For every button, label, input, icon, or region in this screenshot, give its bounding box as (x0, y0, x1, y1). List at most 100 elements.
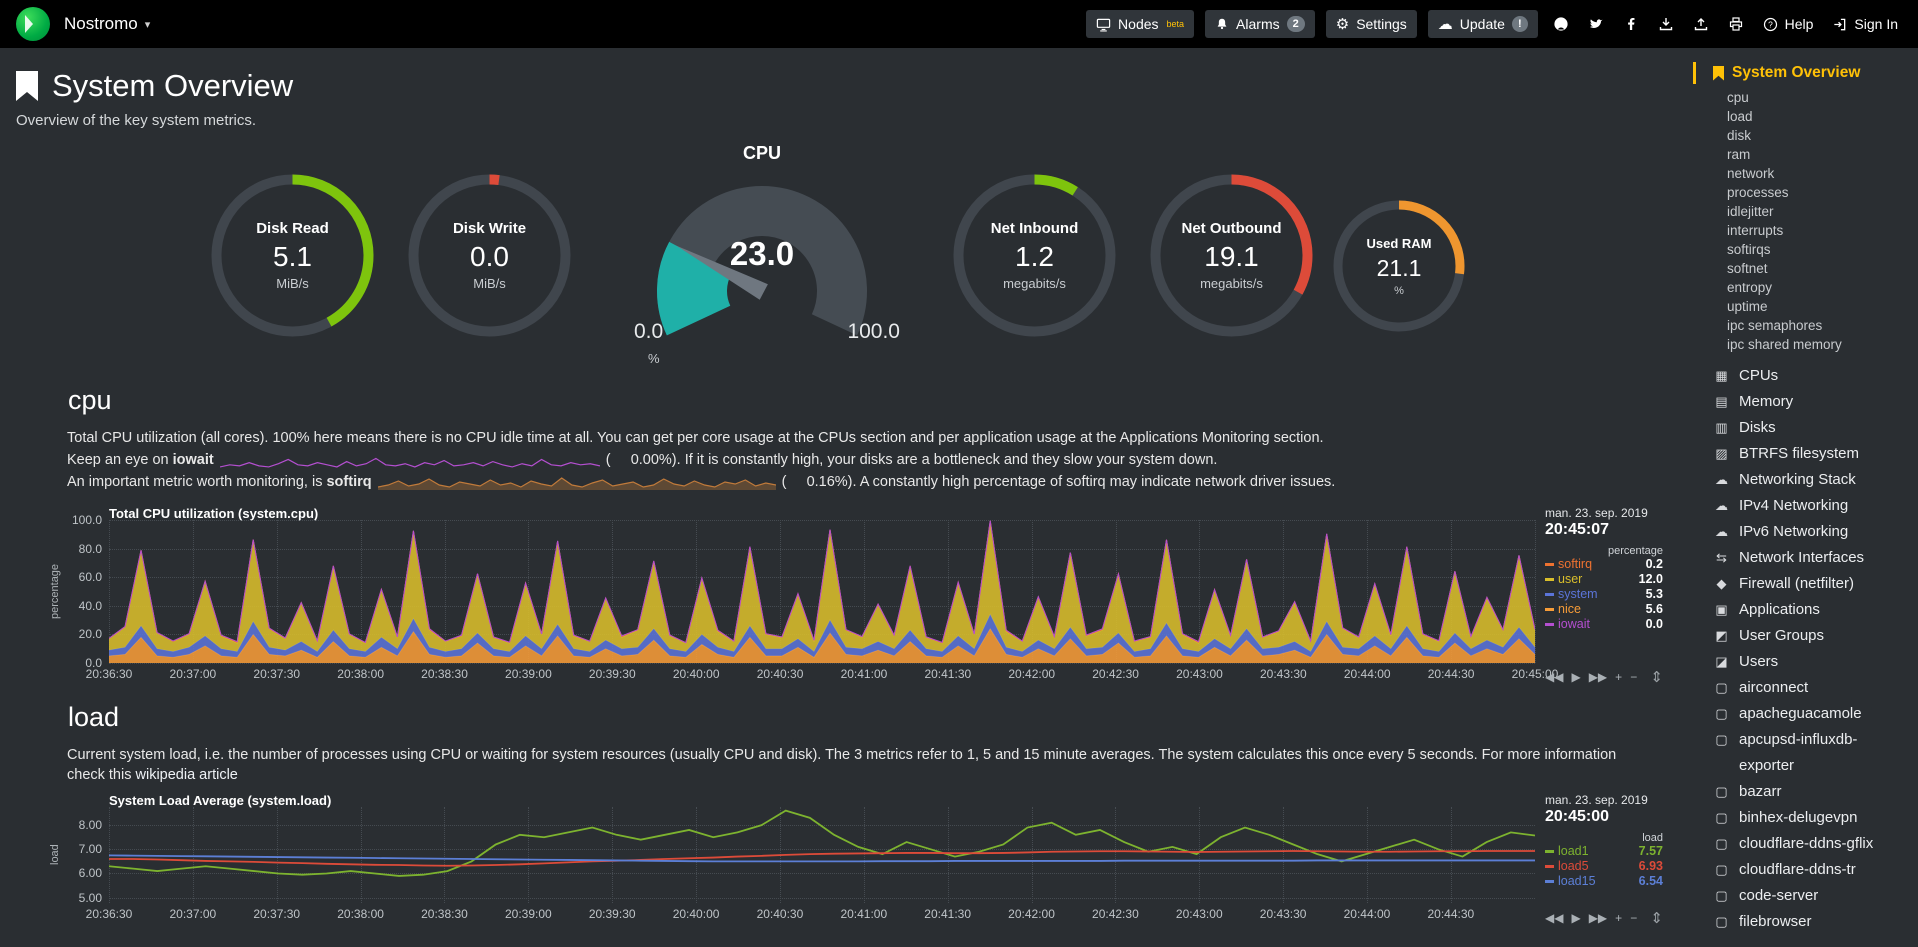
load-chart-canvas[interactable] (109, 807, 1535, 903)
gridline (192, 520, 194, 663)
disk-read-gauge[interactable]: Disk Read 5.1 MiB/s (200, 173, 385, 338)
cloud-download-icon: ☁ (1437, 15, 1453, 33)
resize-handle-icon[interactable]: ⇕ (1650, 910, 1663, 927)
sidebar-item[interactable]: ▤ Memory (1693, 389, 1918, 415)
cpu-chart-plot[interactable]: 20:36:30 20:37:00 20:37:30 20:38:00 20:38:30… (86, 520, 1558, 681)
signin-button[interactable]: Sign In (1828, 10, 1902, 38)
sidebar-subitem[interactable]: disk (1727, 128, 1752, 143)
sidebar-subitem[interactable]: load (1727, 109, 1753, 124)
top-navbar: Nostromo ▾ Nodes beta Alarms 2 ⚙ Settings… (0, 0, 1918, 48)
play-button[interactable]: ▶ (1571, 911, 1581, 925)
legend-entry[interactable]: system 5.3 (1545, 587, 1663, 602)
load-chart-plot[interactable]: 20:36:30 20:37:00 20:37:30 20:38:00 20:38:30… (86, 807, 1535, 921)
sidebar-item-system-overview[interactable]: System Overview (1693, 62, 1918, 84)
import-button[interactable] (1654, 11, 1678, 37)
sidebar-item[interactable]: ▢ apcupsd-influxdb-exporter (1693, 727, 1918, 779)
zoom-out-button[interactable]: − (1630, 911, 1638, 925)
sidebar-item-icon: ▦ (1715, 368, 1728, 383)
download-icon (1658, 16, 1674, 32)
load-chart-xaxis: 20:36:30 20:37:00 20:37:30 20:38:00 20:38:30… (86, 903, 1535, 921)
sidebar-item[interactable]: ◩ User Groups (1693, 623, 1918, 649)
wikipedia-link[interactable]: wikipedia article (135, 767, 238, 783)
play-button[interactable]: ▶ (1571, 670, 1581, 684)
legend-units-header: load (1642, 832, 1663, 844)
sidebar-subitem[interactable]: network (1727, 166, 1775, 181)
gauge-title: Net Inbound (990, 219, 1079, 237)
net-outbound-gauge[interactable]: Net Outbound 19.1 megabits/s (1139, 173, 1324, 338)
legend-entries: softirq 0.2 user 12.0 system 5.3 (1545, 557, 1663, 632)
print-button[interactable] (1724, 11, 1748, 37)
export-button[interactable] (1689, 11, 1713, 37)
sidebar-subitem[interactable]: ram (1727, 147, 1751, 162)
sidebar-item[interactable]: ▢ code-server (1693, 883, 1918, 909)
legend-entry[interactable]: load1 7.57 (1545, 844, 1663, 859)
net-inbound-gauge[interactable]: Net Inbound 1.2 megabits/s (942, 173, 1127, 338)
sidebar-subitem[interactable]: entropy (1727, 280, 1773, 295)
sidebar-item[interactable]: ◆ Firewall (netfilter) (1693, 571, 1918, 597)
legend-entry[interactable]: nice 5.6 (1545, 602, 1663, 617)
sidebar-item[interactable]: ▢ cloudflare-ddns-tr (1693, 857, 1918, 883)
sidebar-item[interactable]: ▥ Disks (1693, 415, 1918, 441)
cpu-chart-canvas[interactable] (109, 520, 1535, 663)
legend-entry[interactable]: user 12.0 (1545, 572, 1663, 587)
resize-handle-icon[interactable]: ⇕ (1650, 669, 1663, 686)
sidebar-item[interactable]: ☁ IPv6 Networking (1693, 519, 1918, 545)
zoom-out-button[interactable]: − (1630, 670, 1638, 684)
sidebar-item[interactable]: ☁ IPv4 Networking (1693, 493, 1918, 519)
sidebar-subitem[interactable]: softirqs (1727, 242, 1771, 257)
zoom-in-button[interactable]: + (1615, 670, 1623, 684)
used-ram-gauge[interactable]: Used RAM 21.1 % (1324, 199, 1474, 333)
cpu-gauge[interactable]: CPU 23.0 0.0 100.0 % (622, 143, 902, 368)
pan-backward-button[interactable]: ◀◀ (1545, 670, 1564, 684)
softirq-spark-fill (377, 478, 776, 490)
printer-icon (1728, 16, 1744, 32)
legend-entry[interactable]: load5 6.93 (1545, 859, 1663, 874)
sidebar-item[interactable]: ▦ CPUs (1693, 363, 1918, 389)
netdata-logo[interactable] (16, 7, 50, 41)
gridline (109, 520, 110, 663)
sidebar-item[interactable]: ▢ apacheguacamole (1693, 701, 1918, 727)
sidebar-item[interactable]: ▣ Applications (1693, 597, 1918, 623)
update-button[interactable]: ☁ Update ! (1427, 10, 1538, 38)
load-section-text: Current system load, i.e. the number of … (67, 745, 1653, 785)
settings-button[interactable]: ⚙ Settings (1325, 10, 1417, 38)
twitter-button[interactable] (1584, 11, 1608, 37)
legend-entry[interactable]: softirq 0.2 (1545, 557, 1663, 572)
sidebar-item[interactable]: ▨ BTRFS filesystem (1693, 441, 1918, 467)
facebook-button[interactable] (1619, 11, 1643, 37)
sidebar-item[interactable]: ☁ Networking Stack (1693, 467, 1918, 493)
disk-write-gauge[interactable]: Disk Write 0.0 MiB/s (397, 173, 582, 338)
gridline (780, 520, 782, 663)
load1-series (109, 811, 1535, 876)
legend-entry[interactable]: load15 6.54 (1545, 874, 1663, 889)
nodes-button[interactable]: Nodes beta (1086, 10, 1195, 38)
sidebar-subitem[interactable]: cpu (1727, 90, 1749, 105)
pan-backward-button[interactable]: ◀◀ (1545, 911, 1564, 925)
sidebar-subitem[interactable]: softnet (1727, 261, 1768, 276)
sidebar-item[interactable]: ▢ filebrowser (1693, 909, 1918, 935)
zoom-in-button[interactable]: + (1615, 911, 1623, 925)
sidebar-item[interactable]: ◪ Users (1693, 649, 1918, 675)
sidebar-item[interactable]: ▢ airconnect (1693, 675, 1918, 701)
help-button[interactable]: ? Help (1759, 10, 1818, 38)
sidebar-subitem[interactable]: idlejitter (1727, 204, 1774, 219)
sidebar-item[interactable]: ▢ binhex-delugevpn (1693, 805, 1918, 831)
pan-forward-button[interactable]: ▶▶ (1588, 670, 1608, 684)
sidebar-item[interactable]: ▢ cloudflare-ddns-gflix (1693, 831, 1918, 857)
legend-entry[interactable]: iowait 0.0 (1545, 617, 1663, 632)
cpu-chart: Total CPU utilization (system.cpu) perce… (49, 506, 1663, 686)
gauge-value: 1.2 (1015, 240, 1054, 272)
github-button[interactable] (1549, 11, 1573, 37)
alarms-button[interactable]: Alarms 2 (1205, 10, 1315, 38)
sidebar-subitem[interactable]: ipc semaphores (1727, 318, 1823, 333)
sidebar-subitem[interactable]: uptime (1727, 299, 1768, 314)
sidebar-item[interactable]: ⇆ Network Interfaces (1693, 545, 1918, 571)
hostname-dropdown[interactable]: Nostromo ▾ (64, 14, 150, 34)
sidebar-item[interactable]: ▢ bazarr (1693, 779, 1918, 805)
sidebar-subitem[interactable]: ipc shared memory (1727, 337, 1842, 352)
pan-forward-button[interactable]: ▶▶ (1588, 911, 1608, 925)
sidebar-subitem[interactable]: processes (1727, 185, 1789, 200)
iowait-value: ( 0.00%). (605, 452, 681, 468)
load15-series (109, 855, 1535, 861)
sidebar-subitem[interactable]: interrupts (1727, 223, 1784, 238)
